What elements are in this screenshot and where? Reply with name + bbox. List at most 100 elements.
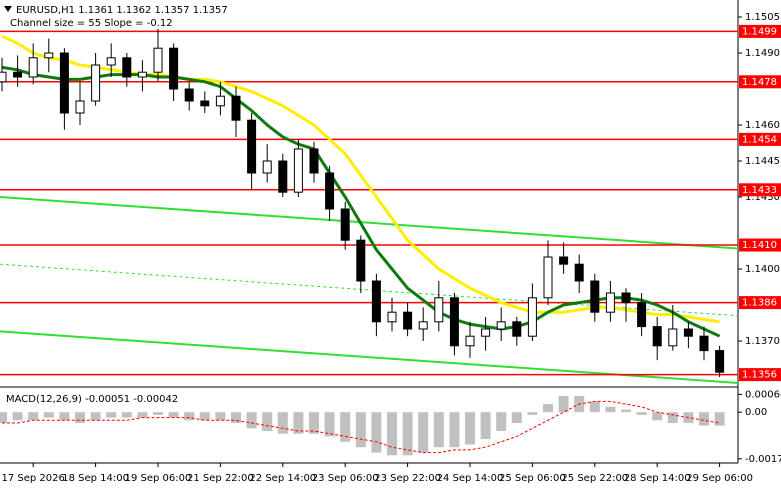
x-tick-label: 25 Sep 22:00 [561, 473, 628, 484]
y-tick-label: 1.1430 [745, 192, 780, 203]
macd-bar [621, 409, 631, 413]
candle-body [715, 350, 725, 373]
macd-bar [184, 412, 195, 421]
macd-bar [589, 401, 600, 413]
level-label: 1.1410 [742, 240, 777, 251]
macd-bar [480, 412, 491, 440]
candle-body [621, 292, 631, 304]
macd-bar [511, 412, 522, 423]
level-label: 1.1478 [742, 77, 777, 88]
macd-bar [605, 406, 616, 413]
x-tick-label: 19 Sep 06:00 [125, 473, 192, 484]
candle-body [434, 297, 444, 323]
candle-body [371, 280, 381, 323]
macd-bar [75, 412, 85, 423]
candle-body [559, 256, 569, 265]
macd-bar [231, 412, 241, 423]
candle-body [449, 297, 459, 347]
candle-body [59, 52, 69, 114]
level-label: 1.1356 [742, 370, 777, 381]
channel-line [0, 196, 739, 250]
macd-bar [153, 412, 163, 415]
moving-average [1, 34, 720, 324]
candle-body [481, 328, 491, 337]
candle-body [262, 160, 272, 174]
candle-body [418, 321, 428, 330]
macd-bar [168, 412, 179, 418]
candle-body [668, 328, 678, 347]
candle-body [699, 335, 709, 352]
candle-body [574, 263, 584, 282]
macd-bar [652, 412, 663, 421]
chart-title: EURUSD,H1 1.1361 1.1362 1.1357 1.1357 [16, 5, 228, 16]
level-label-box [739, 24, 781, 38]
macd-bar [402, 412, 413, 456]
macd-bar [558, 396, 569, 413]
x-tick-label: 18 Sep 14:00 [62, 473, 129, 484]
candle-body [13, 71, 23, 78]
macd-bar [106, 412, 117, 418]
macd-bar [59, 412, 70, 421]
candle-body [356, 239, 366, 282]
y-tick-label: 0.00 [745, 407, 767, 418]
signal-line [2, 400, 720, 454]
candle-body [44, 52, 54, 59]
level-label-box [739, 238, 781, 252]
level-label: 1.1433 [742, 185, 777, 196]
level-label-box [739, 368, 781, 382]
candle-body [247, 119, 257, 174]
candle-body [278, 160, 288, 193]
y-tick-label: 1.1460 [745, 120, 780, 131]
y-tick-label: 1.1400 [745, 264, 780, 275]
candle-body [340, 208, 350, 241]
candle-body [325, 172, 335, 210]
level-label-box [739, 75, 781, 89]
macd-bar [215, 412, 226, 421]
level-label-box [739, 183, 781, 197]
x-tick-label: 25 Sep 06:00 [499, 473, 566, 484]
candle-body [293, 148, 303, 193]
macd-bar [418, 412, 429, 453]
macd-bar [121, 412, 132, 418]
candle-body [137, 71, 147, 78]
x-tick-label: 23 Sep 22:00 [374, 473, 441, 484]
candle-body [637, 302, 647, 328]
y-tick-label: 0.00066 [745, 389, 781, 400]
macd-title: MACD(12,26,9) -0.00051 -0.00042 [6, 394, 178, 405]
macd-bar [465, 412, 475, 445]
level-label-box [739, 296, 781, 310]
candle-body [683, 328, 693, 337]
macd-bar [199, 412, 210, 421]
y-tick-label: 1.1370 [745, 336, 780, 347]
macd-bar [714, 412, 725, 426]
candle-body [215, 95, 225, 107]
candle-body [605, 292, 615, 313]
candle-body [387, 311, 397, 323]
macd-bar [449, 412, 460, 448]
level-label-box [739, 132, 781, 146]
macd-bar [293, 412, 304, 434]
x-tick-label: 28 Sep 14:00 [624, 473, 691, 484]
macd-bar [543, 404, 553, 413]
candle-body [512, 321, 522, 337]
macd-bar [28, 412, 39, 421]
macd-bar [12, 412, 23, 421]
x-tick-label: 23 Sep 06:00 [312, 473, 379, 484]
candle-body [106, 57, 116, 66]
y-tick-label: 1.1445 [745, 156, 780, 167]
macd-bar [667, 412, 678, 423]
y-tick-label: -0.00173 [745, 454, 781, 465]
candle-body [0, 71, 7, 83]
candle-body [153, 47, 163, 73]
macd-bar [0, 412, 7, 423]
y-tick-label: 1.1505 [745, 12, 780, 23]
x-tick-label: 17 Sep 2026 [2, 473, 65, 484]
macd-bar [277, 412, 288, 434]
macd-bar [43, 412, 54, 418]
macd-bar [387, 412, 397, 456]
macd-bar [527, 412, 538, 415]
macd-bar [433, 412, 444, 448]
moving-average [1, 65, 721, 338]
candle-body [122, 57, 132, 78]
